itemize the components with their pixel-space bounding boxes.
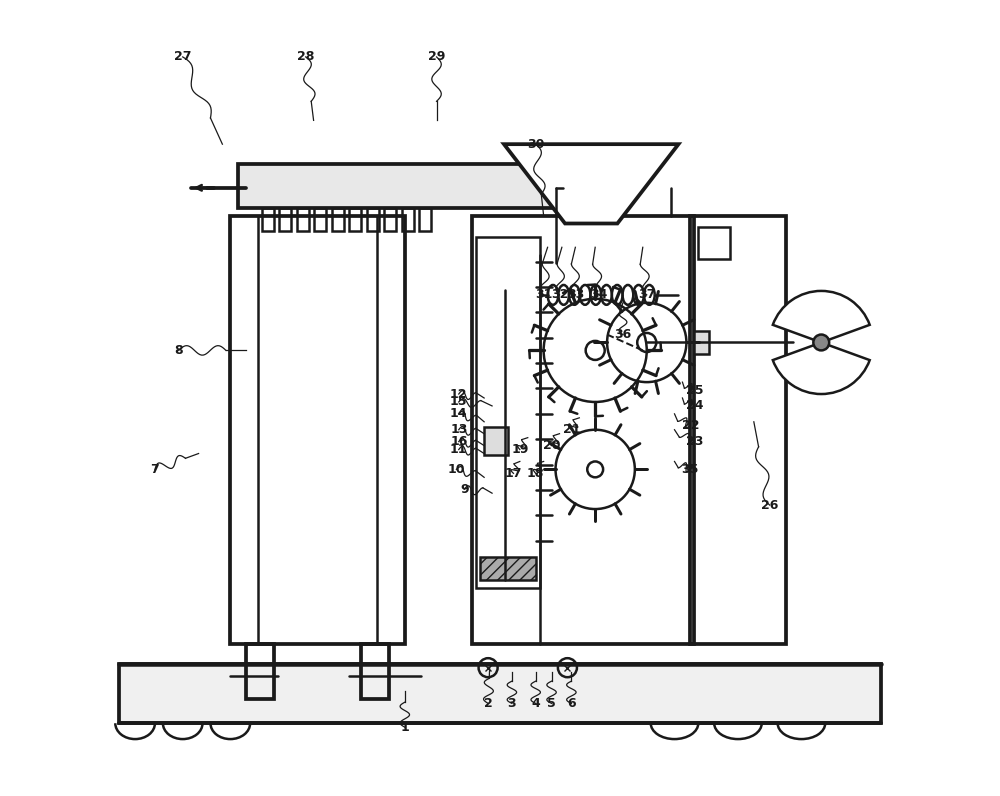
Bar: [361, 644, 389, 700]
Text: 4: 4: [531, 696, 540, 710]
Text: 1: 1: [400, 720, 409, 734]
Text: 16: 16: [450, 435, 467, 448]
Text: 5: 5: [547, 696, 556, 710]
Text: 34: 34: [590, 288, 608, 302]
Text: 13: 13: [450, 423, 467, 436]
Text: 19: 19: [511, 443, 529, 456]
Text: 12: 12: [450, 388, 468, 400]
Text: 18: 18: [527, 467, 544, 480]
Text: 21: 21: [563, 423, 580, 436]
Text: 11: 11: [450, 443, 468, 456]
Text: 25: 25: [686, 384, 703, 396]
Bar: [238, 164, 556, 208]
Text: 37: 37: [638, 288, 655, 302]
Bar: [472, 216, 694, 644]
Bar: [694, 330, 709, 354]
Text: 31: 31: [535, 288, 552, 302]
Text: 23: 23: [686, 435, 703, 448]
Text: 6: 6: [567, 696, 576, 710]
Text: 36: 36: [614, 328, 632, 341]
Bar: [279, 208, 291, 232]
Text: 26: 26: [761, 498, 778, 512]
Text: 20: 20: [543, 439, 560, 452]
Bar: [297, 208, 309, 232]
Wedge shape: [773, 291, 870, 342]
Text: 3: 3: [508, 696, 516, 710]
Circle shape: [813, 334, 829, 350]
Bar: [262, 208, 274, 232]
Bar: [230, 216, 405, 644]
Bar: [367, 208, 379, 232]
Text: 14: 14: [450, 408, 468, 420]
Text: 27: 27: [174, 50, 191, 64]
Text: 2: 2: [484, 696, 492, 710]
Bar: [119, 664, 881, 724]
Bar: [698, 228, 730, 259]
Text: 35: 35: [682, 463, 699, 476]
Text: 8: 8: [174, 344, 183, 357]
Wedge shape: [773, 342, 870, 394]
Text: 15: 15: [450, 396, 468, 408]
Bar: [476, 237, 540, 588]
Bar: [484, 427, 508, 455]
Text: 29: 29: [428, 50, 445, 64]
Bar: [332, 208, 344, 232]
Text: 17: 17: [505, 467, 522, 480]
Bar: [419, 208, 431, 232]
Polygon shape: [504, 144, 678, 224]
Text: 30: 30: [527, 138, 544, 150]
Bar: [690, 216, 786, 644]
Bar: [480, 556, 536, 580]
Text: 33: 33: [567, 288, 584, 302]
Bar: [246, 644, 274, 700]
Text: 7: 7: [151, 463, 159, 476]
Bar: [349, 208, 361, 232]
Bar: [402, 208, 414, 232]
Bar: [314, 208, 326, 232]
Text: 22: 22: [682, 419, 699, 432]
Bar: [384, 208, 396, 232]
Text: 9: 9: [460, 482, 469, 496]
Text: 28: 28: [297, 50, 314, 64]
Text: 10: 10: [448, 463, 465, 476]
Text: 24: 24: [686, 400, 703, 412]
Text: 32: 32: [551, 288, 568, 302]
